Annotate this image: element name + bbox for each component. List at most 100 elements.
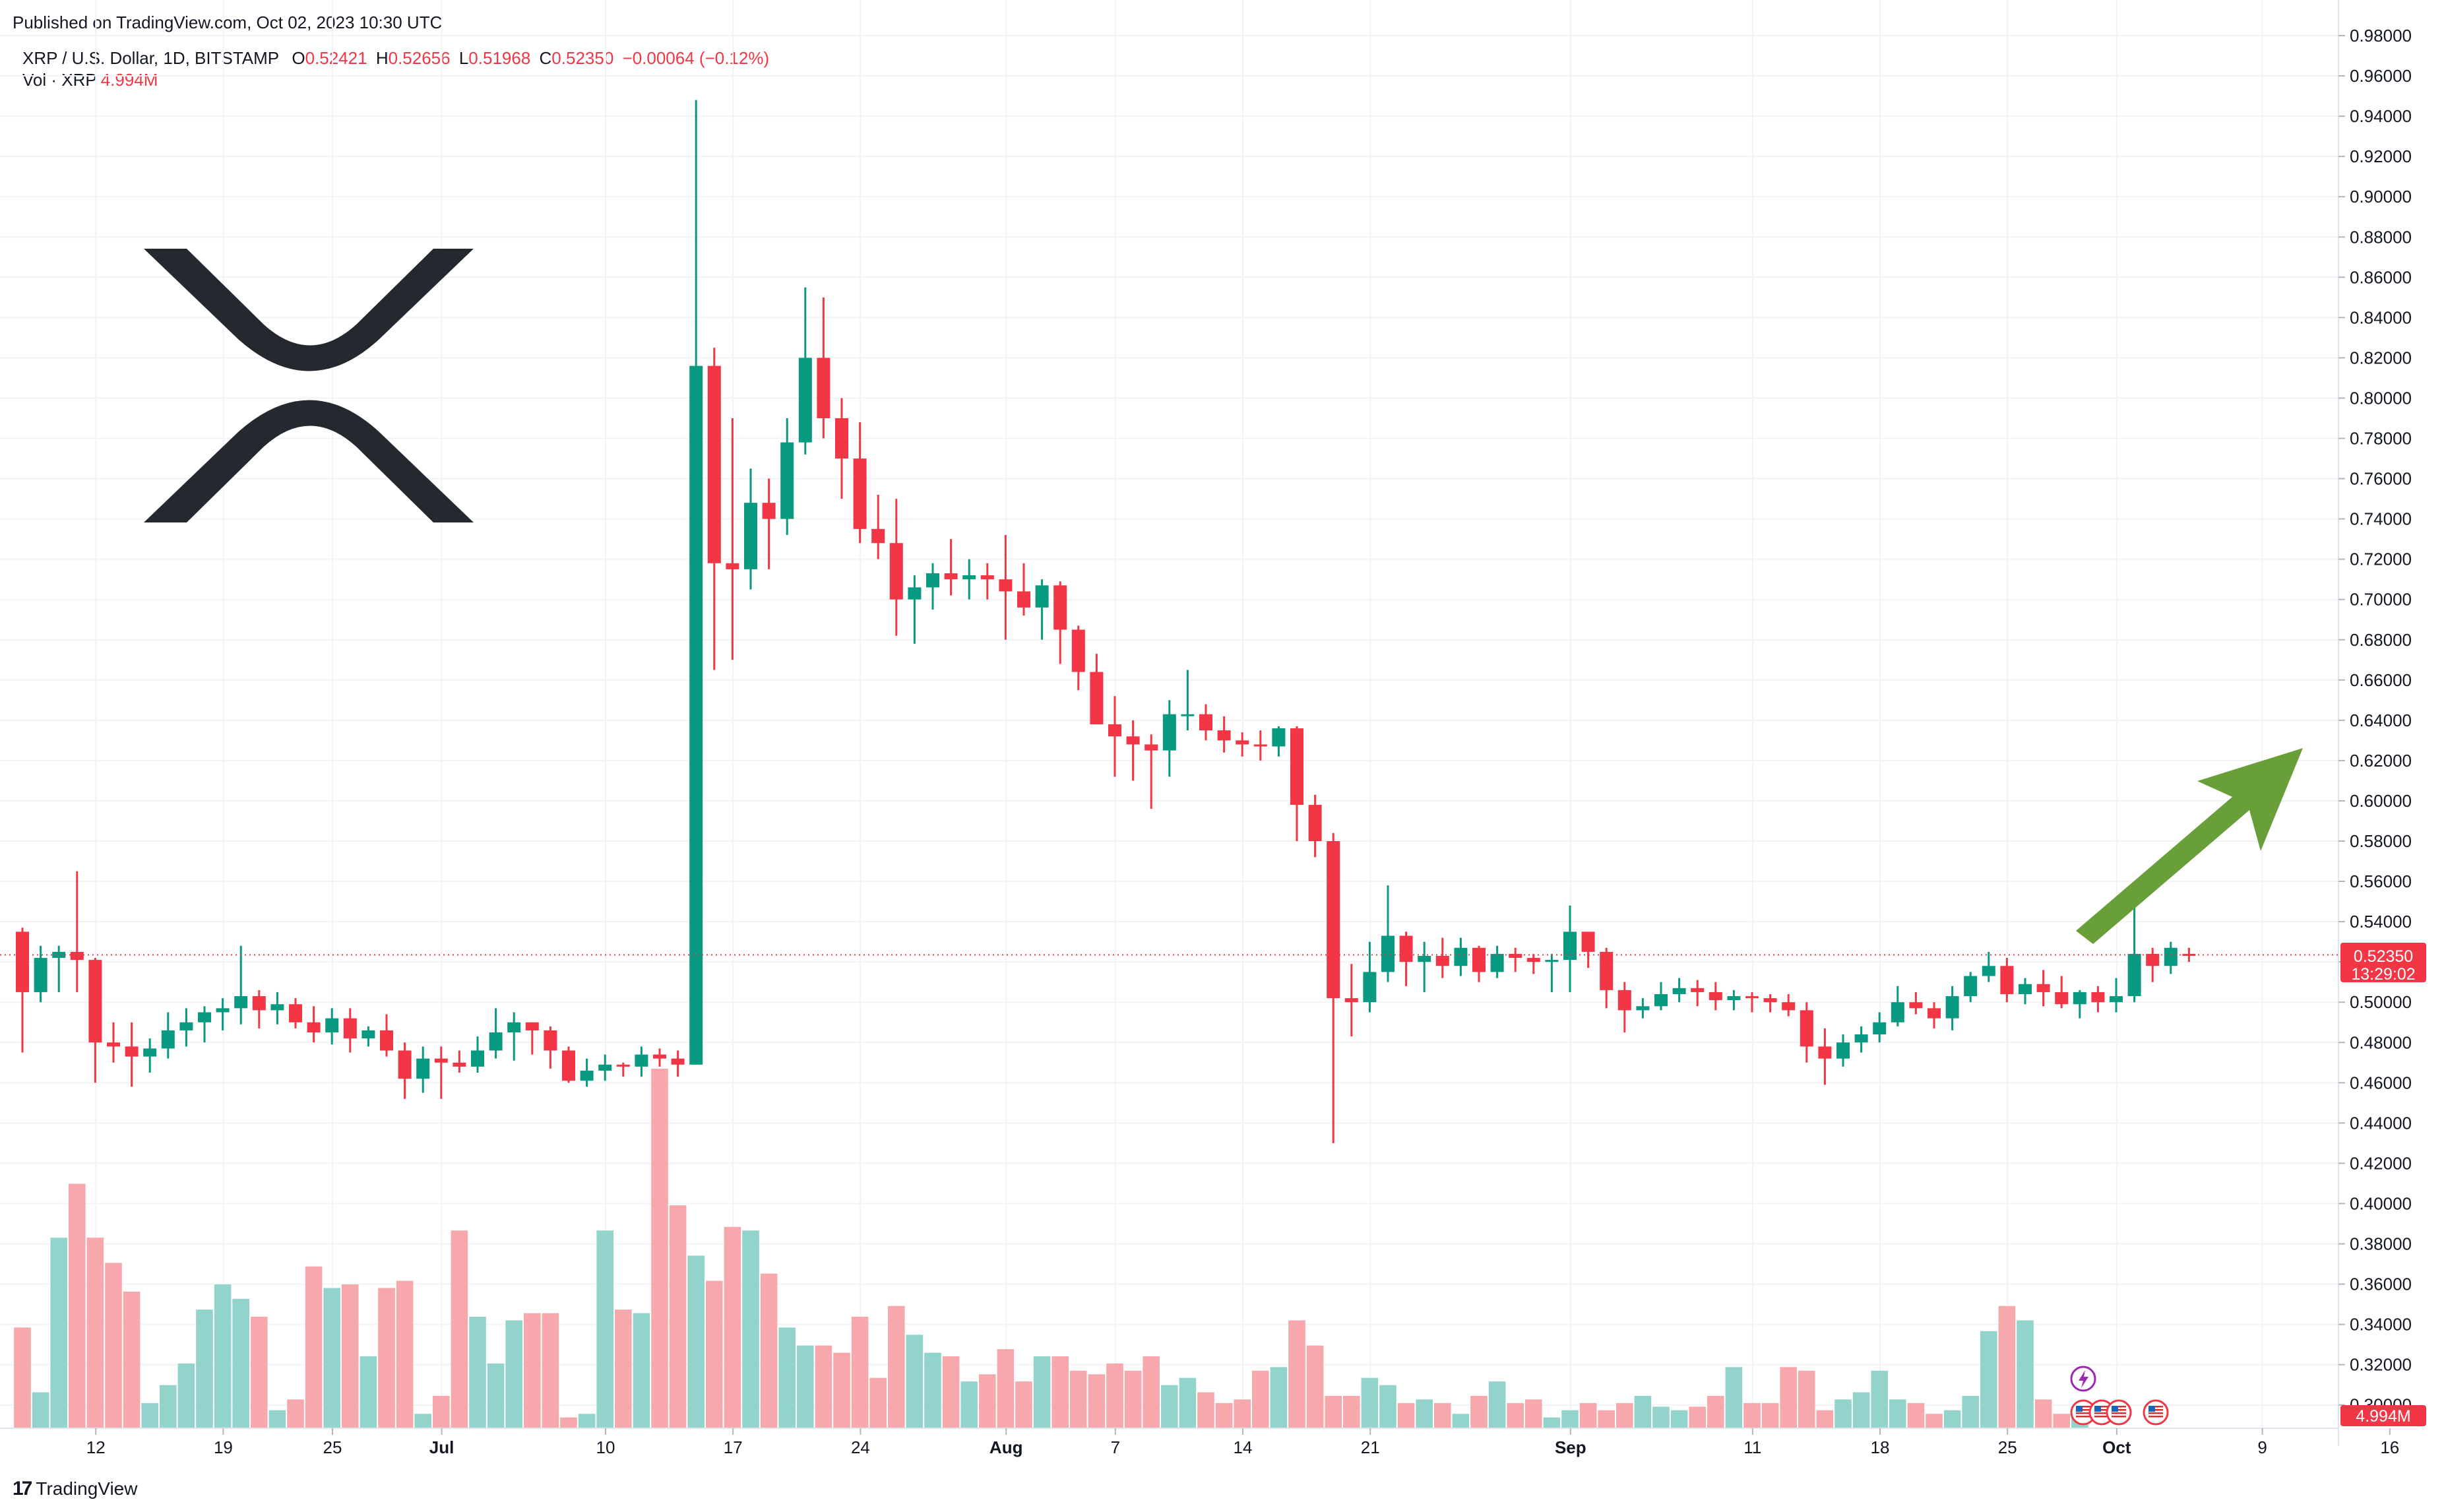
- time-tick-label: 10: [596, 1437, 615, 1457]
- candle-body: [343, 1018, 357, 1039]
- volume-label[interactable]: Vol · XRP: [22, 70, 97, 90]
- volume-bar: [2034, 1399, 2052, 1428]
- volume-bar: [1488, 1381, 1506, 1428]
- candle-body: [889, 543, 903, 600]
- candle-body: [1818, 1046, 1832, 1059]
- volume-bars: [14, 1069, 2088, 1428]
- candle-body: [1490, 953, 1504, 972]
- economic-events[interactable]: [2070, 1399, 2169, 1426]
- candle-body: [1454, 947, 1468, 966]
- candle-body: [1964, 976, 1978, 997]
- price-axis[interactable]: 0.98000 0.96000 0.94000 0.92000 0.90000 0.880…: [2338, 26, 2412, 1415]
- candle-body: [871, 528, 885, 544]
- candle-body: [471, 1050, 484, 1067]
- us-flag-icon[interactable]: [2143, 1399, 2169, 1426]
- price-tick-label: 0.86000: [2350, 267, 2412, 287]
- candle-body: [635, 1054, 648, 1067]
- symbol-title[interactable]: XRP / U.S. Dollar, 1D, BITSTAMP: [22, 48, 280, 68]
- volume-bar: [414, 1414, 431, 1428]
- candle-body: [380, 1030, 393, 1051]
- candle-body: [798, 358, 812, 443]
- low-label: L: [458, 48, 469, 68]
- time-tick-label: 7: [1111, 1437, 1120, 1457]
- volume-bar: [1434, 1402, 1451, 1428]
- volume-bar: [451, 1230, 468, 1428]
- us-flag-icon[interactable]: [2070, 1399, 2096, 1426]
- volume-bar: [32, 1392, 49, 1428]
- candle-body: [179, 1022, 193, 1030]
- tradingview-footer[interactable]: 17 TradingView: [13, 1478, 137, 1500]
- time-tick-label: 24: [851, 1437, 870, 1457]
- volume-bar: [615, 1309, 632, 1428]
- volume-bar: [323, 1288, 340, 1428]
- price-tick-label: 0.44000: [2350, 1113, 2412, 1133]
- candle-body: [2000, 966, 2014, 994]
- volume-bar: [1852, 1392, 1870, 1428]
- volume-bar: [1452, 1414, 1470, 1428]
- candle-body: [544, 1030, 557, 1051]
- time-tick-label: 21: [1361, 1437, 1380, 1457]
- volume-bar: [1725, 1367, 1743, 1428]
- volume-bar: [1270, 1367, 1288, 1428]
- candle-body: [2164, 947, 2178, 966]
- volume-bar: [1124, 1370, 1142, 1428]
- price-tick-label: 0.62000: [2350, 751, 2412, 771]
- candle-body: [853, 458, 867, 529]
- time-axis[interactable]: 12 19 25 Jul 10 17 24 Aug 7 14 21 Sep 11 18 25 Oct 9 16: [86, 1428, 2400, 1457]
- volume-bar: [287, 1399, 304, 1428]
- change-value: −0.00064 (−0.12%): [622, 48, 770, 68]
- candle-body: [780, 442, 794, 519]
- candle-body: [1145, 744, 1158, 751]
- volume-bar: [1561, 1410, 1579, 1428]
- price-tick-label: 0.56000: [2350, 871, 2412, 891]
- volume-bar: [851, 1317, 869, 1428]
- volume-bar: [687, 1255, 705, 1428]
- volume-bar: [378, 1288, 395, 1428]
- candle-body: [1236, 740, 1249, 745]
- candle-body: [1709, 992, 1722, 1001]
- candle-body: [52, 951, 66, 959]
- volume-bar: [724, 1226, 741, 1428]
- price-tick-label: 0.78000: [2350, 429, 2412, 449]
- volume-bar: [505, 1320, 522, 1428]
- candle-body: [525, 1022, 539, 1030]
- volume-tag: 4.994M: [2340, 1405, 2426, 1426]
- volume-bar: [1834, 1399, 1852, 1428]
- last-price-tag: 0.52350 13:29:02: [2340, 943, 2426, 984]
- volume-bar: [924, 1352, 941, 1428]
- time-tick-label: 17: [724, 1437, 743, 1457]
- us-flag-icon[interactable]: [2106, 1399, 2132, 1426]
- volume-bar: [742, 1230, 759, 1428]
- candle-body: [143, 1048, 157, 1057]
- candle-body: [507, 1022, 521, 1032]
- lightning-icon[interactable]: [2070, 1366, 2096, 1392]
- candle-body: [762, 503, 776, 519]
- price-tick-label: 0.68000: [2350, 630, 2412, 650]
- candle-body: [999, 579, 1013, 592]
- volume-bar: [232, 1298, 249, 1428]
- volume-bar: [1470, 1395, 1488, 1428]
- volume-bar: [1143, 1356, 1160, 1428]
- volume-bar: [1033, 1356, 1051, 1428]
- candle-body: [562, 1050, 575, 1081]
- time-tick-label: 11: [1743, 1437, 1761, 1457]
- candle-body: [1563, 931, 1577, 961]
- volume-bar: [1980, 1331, 1997, 1428]
- volume-bar: [1689, 1406, 1706, 1428]
- volume-bar: [524, 1313, 541, 1428]
- published-note: Published on TradingView.com, Oct 02, 20…: [13, 13, 443, 32]
- volume-bar: [1015, 1381, 1032, 1428]
- volume-bar: [778, 1327, 796, 1428]
- price-tick-label: 0.32000: [2350, 1355, 2412, 1375]
- candle-body: [1891, 1002, 1904, 1023]
- volume-bar: [86, 1238, 104, 1428]
- candle-body: [580, 1070, 594, 1081]
- candle-body: [1126, 736, 1140, 745]
- volume-bar: [1288, 1320, 1305, 1428]
- price-tick-label: 0.98000: [2350, 26, 2412, 46]
- volume-bar: [105, 1263, 122, 1428]
- price-tick-label: 0.94000: [2350, 106, 2412, 126]
- candle-body: [2146, 953, 2160, 966]
- volume-bar: [14, 1327, 31, 1428]
